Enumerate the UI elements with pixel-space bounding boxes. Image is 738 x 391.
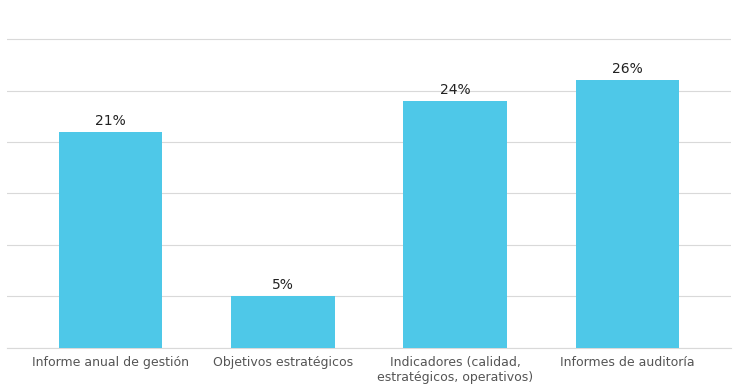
Bar [231, 296, 334, 348]
Text: 5%: 5% [272, 278, 294, 292]
Text: 21%: 21% [95, 114, 125, 128]
Text: 24%: 24% [440, 83, 471, 97]
Text: 26%: 26% [613, 62, 643, 76]
Bar [576, 81, 680, 348]
Bar [404, 101, 507, 348]
Bar [58, 132, 162, 348]
